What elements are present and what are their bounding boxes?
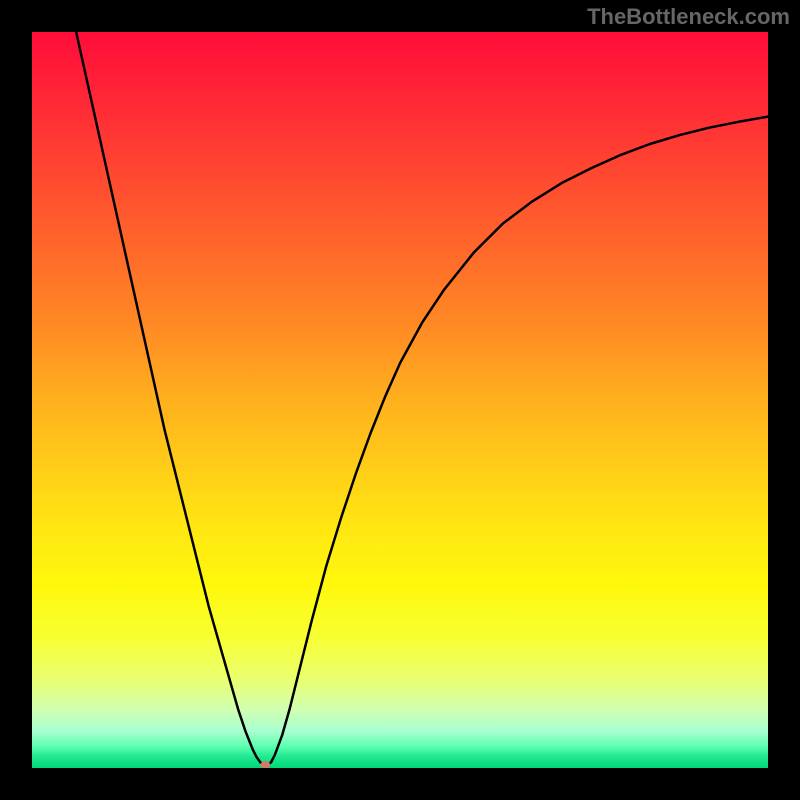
watermark-text: TheBottleneck.com (587, 4, 790, 30)
chart-svg (32, 32, 768, 768)
chart-plot-area (32, 32, 768, 768)
